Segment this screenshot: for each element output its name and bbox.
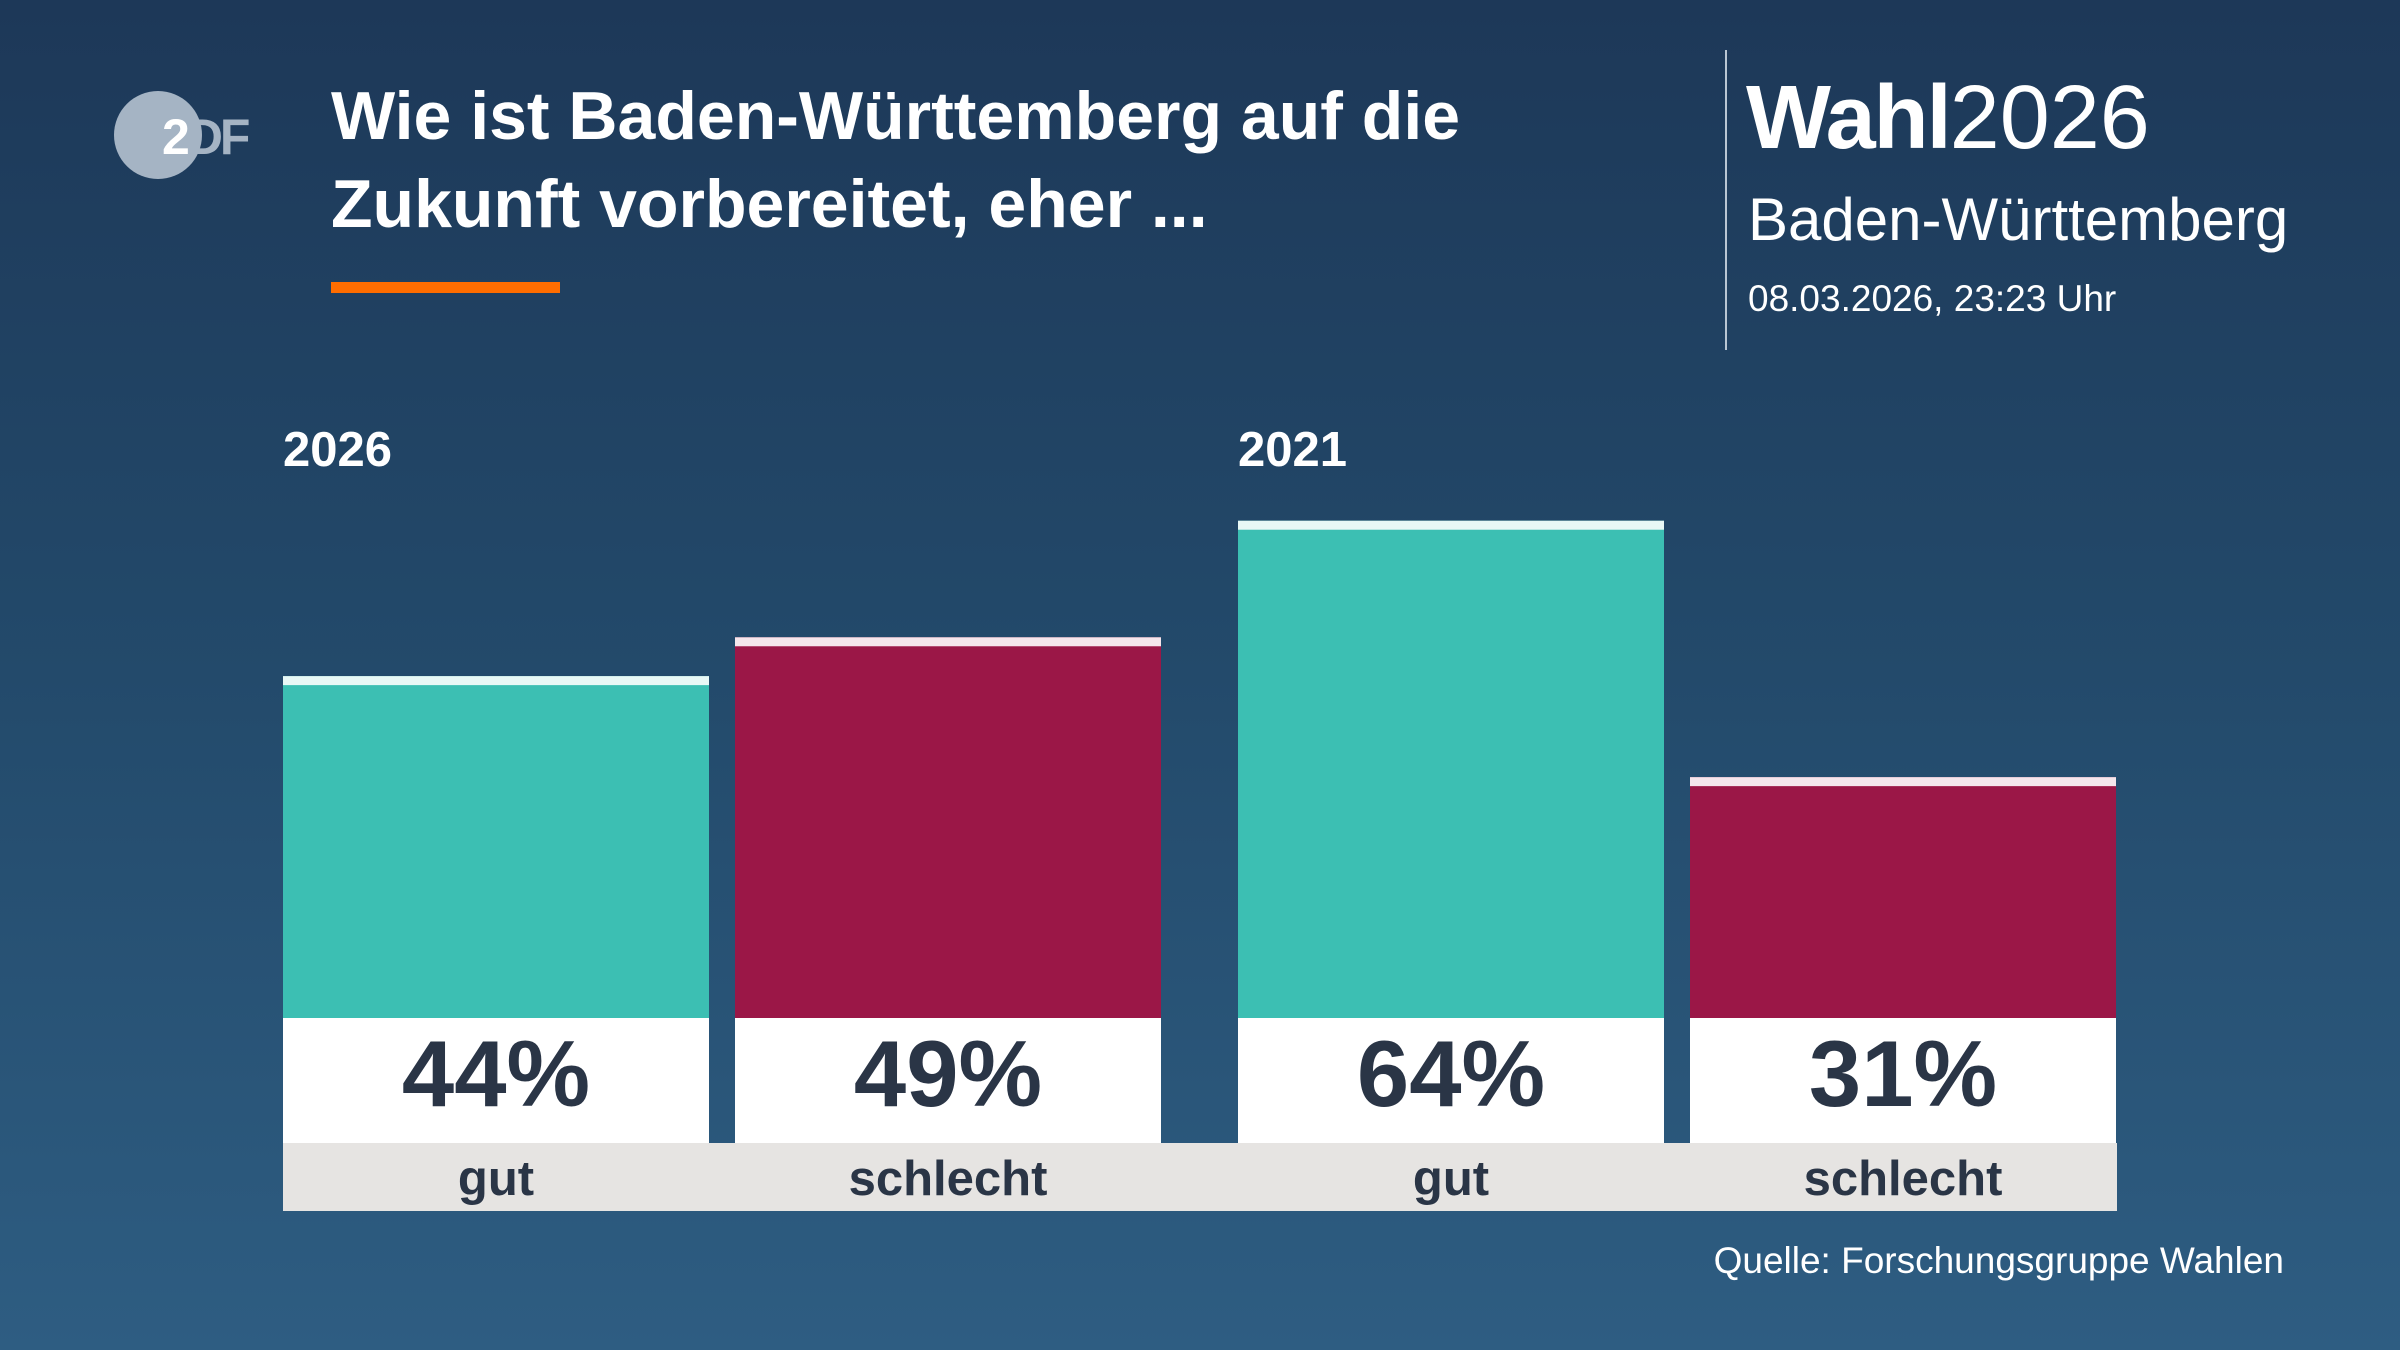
- data-label: 64%: [1357, 1021, 1545, 1126]
- value-box: [1690, 1018, 2116, 1143]
- category-label: schlecht: [849, 1152, 1048, 1206]
- region-label: Baden-Württemberg: [1748, 186, 2289, 253]
- group-label-2021: 2021: [1238, 423, 1348, 477]
- chart-title: Wie ist Baden-Württemberg auf die Zukunf…: [331, 78, 1461, 242]
- value-box: [735, 1018, 1161, 1143]
- timestamp: 08.03.2026, 23:23 Uhr: [1748, 278, 2117, 319]
- bar-top-highlight: [1690, 777, 2116, 787]
- value-box: [1238, 1018, 1664, 1143]
- bar-top-highlight: [735, 637, 1161, 647]
- category-label: gut: [1413, 1152, 1489, 1206]
- bar-top-highlight: [1238, 520, 1664, 530]
- election-brand: Wahl2026: [1746, 68, 2150, 168]
- data-label: 49%: [854, 1021, 1042, 1126]
- category-label: gut: [458, 1152, 534, 1206]
- value-box: [283, 1018, 709, 1143]
- bar-2026-schlecht: [735, 637, 1161, 1018]
- source-note: Quelle: Forschungsgruppe Wahlen: [1713, 1240, 2284, 1281]
- data-label: 44%: [402, 1021, 590, 1126]
- bar-2021-schlecht: [1690, 777, 2116, 1018]
- header-divider: [1725, 50, 1727, 350]
- category-label: schlecht: [1804, 1152, 2003, 1206]
- data-label: 31%: [1809, 1021, 1997, 1126]
- bar-2026-gut: [283, 676, 709, 1018]
- category-label-band: [283, 1143, 2117, 1211]
- bar-2021-gut: [1238, 520, 1664, 1018]
- zdf-logo-text: 2DF: [162, 109, 250, 165]
- bar-top-highlight: [283, 676, 709, 686]
- zdf-logo: [114, 91, 202, 179]
- group-label-2026: 2026: [283, 423, 393, 477]
- title-accent-bar: [331, 282, 560, 293]
- brand-year: 2026: [1949, 68, 2150, 168]
- brand-bold: Wahl: [1746, 68, 1952, 168]
